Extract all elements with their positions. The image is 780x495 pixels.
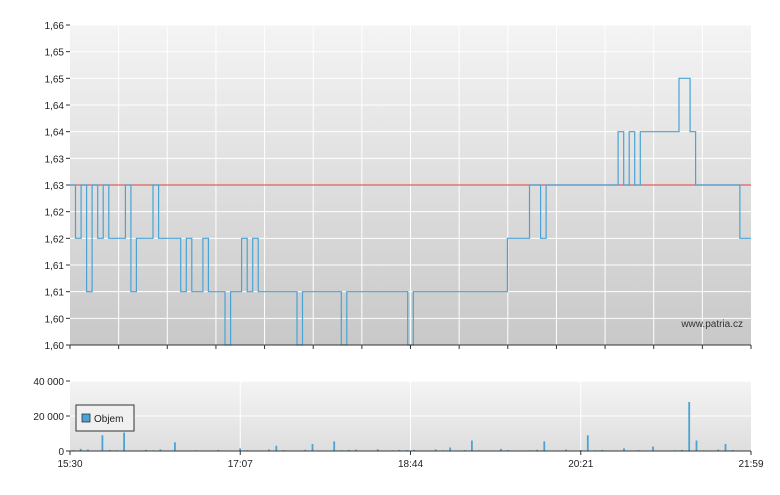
price-y-axis: 1,60 1,60 1,61 1,61 1,62 1,62 1,63 1,63 1,64 1,64…	[45, 21, 70, 352]
volume-bar	[696, 441, 698, 452]
price-y-tick-label: 1,60	[45, 341, 65, 352]
price-y-tick-label: 1,66	[45, 21, 65, 32]
volume-bar	[449, 448, 451, 452]
price-y-tick-label: 1,64	[45, 101, 65, 112]
volume-y-tick-label: 0	[58, 447, 64, 458]
price-y-tick-label: 1,65	[45, 48, 65, 59]
volume-bar	[688, 402, 690, 451]
volume-bar	[725, 444, 727, 451]
volume-bar	[312, 444, 314, 451]
price-x-ticks	[70, 345, 751, 349]
volume-x-tick-label: 15:30	[57, 459, 82, 470]
volume-bar	[333, 441, 335, 451]
price-y-tick-label: 1,62	[45, 208, 65, 219]
volume-x-tick-label: 20:21	[568, 459, 593, 470]
volume-bar	[123, 433, 125, 451]
price-y-tick-label: 1,60	[45, 314, 65, 325]
volume-bar	[102, 435, 104, 451]
volume-x-tick-label: 17:07	[228, 459, 253, 470]
volume-y-tick-label: 40 000	[33, 377, 64, 388]
volume-bar	[543, 441, 545, 451]
price-y-tick-label: 1,61	[45, 288, 65, 299]
price-y-tick-label: 1,61	[45, 261, 65, 272]
volume-bar	[652, 447, 654, 451]
watermark: www.patria.cz	[680, 319, 743, 330]
volume-x-tick-label: 18:44	[398, 459, 423, 470]
volume-bar	[174, 442, 176, 451]
volume-bar	[587, 435, 589, 451]
volume-legend: Objem	[76, 405, 134, 431]
legend-label: Objem	[94, 414, 123, 425]
price-y-tick-label: 1,65	[45, 74, 65, 85]
volume-x-tick-label: 21:59	[738, 459, 763, 470]
price-y-tick-label: 1,63	[45, 181, 65, 192]
volume-y-tick-label: 20 000	[33, 412, 64, 423]
price-y-tick-label: 1,63	[45, 154, 65, 165]
legend-swatch	[82, 414, 90, 422]
price-y-tick-label: 1,64	[45, 128, 65, 139]
volume-bar	[471, 441, 473, 452]
price-y-tick-label: 1,62	[45, 234, 65, 245]
volume-y-axis: 0 20 000 40 000	[33, 377, 70, 458]
volume-x-axis: 15:30 17:07 18:44 20:21 21:59	[57, 451, 763, 470]
volume-bar	[275, 446, 277, 451]
